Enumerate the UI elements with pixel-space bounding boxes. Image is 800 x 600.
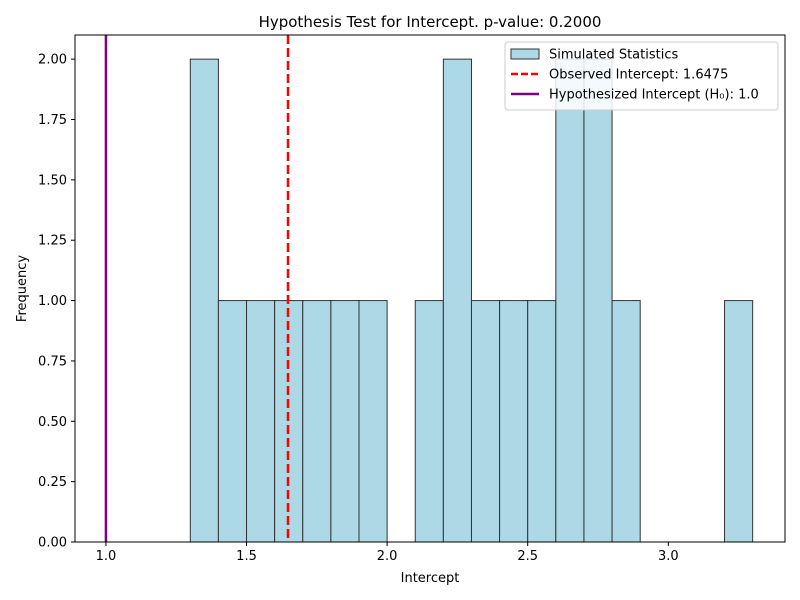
histogram-bar-14 [611,300,641,543]
y-tick-label: 0.75 [38,354,67,369]
histogram-bar-12 [555,58,585,543]
x-tick-label: 2.0 [377,549,398,564]
histogram-bar-6 [358,300,388,543]
chart-title: Hypothesis Test for Intercept. p-value: … [259,13,602,31]
y-axis-ticks: 0.00 0.25 0.50 0.75 1.00 1.25 1.50 1.75 2.00 [38,53,75,551]
legend-label: Hypothesized Intercept (H₀): 1.0 [549,88,759,103]
histogram-bar-15 [724,300,754,543]
x-axis-label: Intercept [401,571,460,586]
histogram-bar-2 [246,300,276,543]
x-tick-label: 1.0 [96,549,117,564]
histogram-bar-1 [217,300,248,543]
legend-label: Simulated Statistics [549,48,678,63]
histogram-bar-11 [527,300,557,543]
histogram-bar-0 [189,58,219,543]
legend: Simulated Statistics Observed Intercept: … [504,41,779,111]
x-tick-label: 1.5 [236,549,257,564]
x-tick-label: 3.0 [658,549,679,564]
y-tick-label: 1.75 [38,113,67,128]
histogram-bar-9 [470,300,501,543]
legend-swatch-histogram [510,48,540,60]
y-tick-label: 1.00 [38,294,67,309]
plot-frame [74,34,786,543]
histogram-bars [189,58,754,543]
y-tick-label: 1.50 [38,173,67,188]
histogram-bar-10 [499,300,529,543]
legend-label: Observed Intercept: 1.6475 [549,68,728,83]
y-tick-label: 0.00 [38,536,67,551]
histogram-bar-5 [330,300,360,543]
y-tick-label: 1.25 [38,234,67,249]
histogram-bar-8 [442,58,472,543]
y-tick-label: 2.00 [38,53,67,68]
y-axis-label: Frequency [15,255,30,322]
y-tick-label: 0.50 [38,415,67,430]
histogram-bar-7 [414,300,444,543]
x-tick-label: 2.5 [517,549,538,564]
histogram-bar-13 [583,58,613,543]
y-tick-label: 0.25 [38,475,67,490]
reference-lines [104,35,290,542]
histogram-bar-4 [302,300,332,543]
x-axis-ticks: 1.0 1.5 2.0 2.5 3.0 [96,542,679,564]
legend-box [504,41,779,111]
